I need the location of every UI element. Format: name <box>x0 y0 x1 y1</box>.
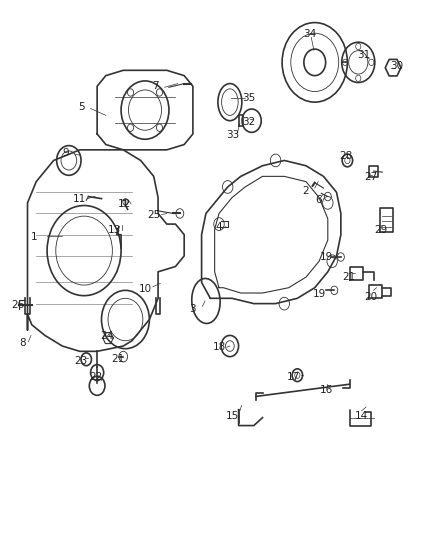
Text: 21: 21 <box>342 272 355 282</box>
Text: 18: 18 <box>213 342 226 352</box>
Text: 14: 14 <box>355 411 368 421</box>
Text: 5: 5 <box>78 102 85 112</box>
Text: 13: 13 <box>108 225 121 236</box>
Text: 12: 12 <box>117 199 131 209</box>
Text: 26: 26 <box>11 300 25 310</box>
Text: 21: 21 <box>111 354 125 364</box>
Text: 27: 27 <box>364 172 377 182</box>
Text: 6: 6 <box>315 195 321 205</box>
Text: 16: 16 <box>320 384 334 394</box>
Text: 7: 7 <box>152 81 159 91</box>
Text: 20: 20 <box>364 292 377 302</box>
Text: 33: 33 <box>226 130 240 140</box>
Text: 32: 32 <box>242 117 255 127</box>
Text: 19: 19 <box>312 289 326 299</box>
Text: 22: 22 <box>90 372 103 382</box>
Text: 19: 19 <box>320 252 334 262</box>
Text: 34: 34 <box>303 29 316 39</box>
Text: 28: 28 <box>339 151 353 161</box>
Text: 31: 31 <box>357 51 370 60</box>
Text: 35: 35 <box>242 93 255 103</box>
Text: 9: 9 <box>63 148 69 158</box>
Text: 29: 29 <box>374 225 388 236</box>
Text: 8: 8 <box>19 338 25 349</box>
Text: 30: 30 <box>390 61 403 71</box>
Text: 10: 10 <box>138 284 152 294</box>
Text: 2: 2 <box>303 186 309 196</box>
Text: 23: 23 <box>74 356 87 366</box>
Text: 3: 3 <box>190 304 196 314</box>
Text: 24: 24 <box>100 332 113 342</box>
Text: 11: 11 <box>73 193 86 204</box>
Text: 25: 25 <box>147 209 160 220</box>
Text: 4: 4 <box>215 222 223 232</box>
Text: 17: 17 <box>287 372 300 382</box>
Text: 15: 15 <box>226 411 240 421</box>
Text: 1: 1 <box>31 232 37 243</box>
